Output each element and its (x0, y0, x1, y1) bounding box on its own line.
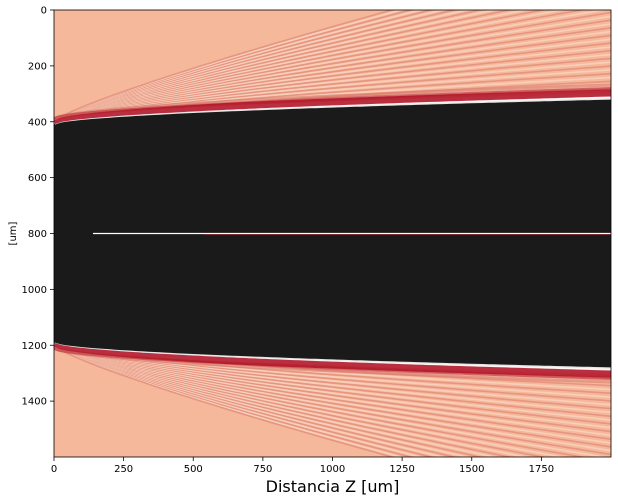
plot-area (54, 10, 611, 457)
y-tick-label: 0 (41, 6, 47, 17)
y-tick-label: 400 (28, 117, 47, 128)
lower-boundary-band-layer (54, 346, 611, 384)
upper-boundary-band-layer (54, 83, 611, 121)
x-tick-label: 0 (51, 464, 57, 475)
y-tick-label: 600 (28, 173, 47, 184)
x-tick-label: 750 (253, 464, 272, 475)
upper-boundary-band (54, 83, 611, 125)
fringe-stripe-upper (54, 49, 611, 123)
lower-boundary-band-layer (54, 345, 611, 380)
upper-boundary-band-layer (54, 89, 611, 125)
x-axis-title: Distancia Z [um] (266, 477, 400, 496)
fringe-stripe-upper (54, 10, 395, 123)
fringe-stripe-lower (54, 344, 395, 457)
y-tick-label: 1000 (22, 285, 47, 296)
y-tick-label: 800 (28, 229, 47, 240)
lower-boundary-band-layer (54, 342, 611, 378)
y-tick-label: 200 (28, 61, 47, 72)
upper-boundary-band-layer (54, 87, 611, 122)
y-axis-title: [um] (8, 221, 19, 245)
x-tick-label: 1250 (389, 464, 414, 475)
x-tick-label: 1000 (320, 464, 345, 475)
heatmap-image (54, 10, 611, 457)
y-tick-label: 1200 (22, 341, 47, 352)
x-tick-label: 500 (184, 464, 203, 475)
x-tick-label: 250 (114, 464, 133, 475)
x-tick-label: 1750 (529, 464, 554, 475)
fringe-stripe-lower (54, 344, 611, 418)
x-tick-label: 1500 (459, 464, 484, 475)
lower-boundary-band (54, 342, 611, 384)
axes: 0 250 500 750 1000 1250 1500 1750 0 200 400 600 800 1… (22, 6, 612, 475)
y-tick-label: 1400 (22, 397, 47, 408)
